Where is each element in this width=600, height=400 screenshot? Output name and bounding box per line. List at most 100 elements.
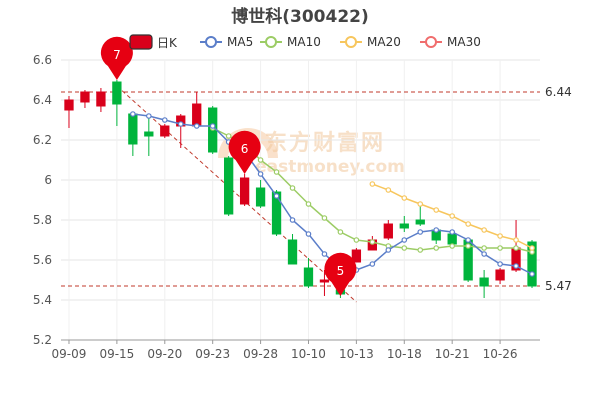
ma10-point <box>465 243 471 249</box>
chart-grid <box>61 59 540 341</box>
ma10-point <box>369 239 376 245</box>
ma20-point <box>417 201 424 207</box>
legend-marker <box>425 36 437 48</box>
x-tick-label: 09-28 <box>243 347 278 361</box>
candle <box>223 156 234 216</box>
candle <box>80 90 90 108</box>
ma5-point <box>130 111 136 117</box>
legend-label: 日K <box>157 36 178 50</box>
ma5-point <box>529 271 535 277</box>
candle <box>128 112 138 156</box>
y-tick-label: 5.2 <box>33 333 52 347</box>
ma5-point <box>209 123 216 129</box>
candle <box>319 270 330 296</box>
candle-body <box>96 91 106 107</box>
marker-pin <box>228 130 261 174</box>
reference-lines: 6.44 5.47 <box>61 85 572 303</box>
x-tick-label: 09-15 <box>99 347 134 361</box>
marker-pin <box>100 36 133 80</box>
legend-item-ma30: MA30 <box>420 35 481 49</box>
candle <box>415 206 425 226</box>
ma5-point <box>433 227 440 233</box>
ma10-point <box>353 237 360 243</box>
candle-body <box>527 241 537 287</box>
candle-body <box>239 177 250 205</box>
ma10-point <box>257 157 264 163</box>
legend-label: MA30 <box>447 35 481 49</box>
ma10-point <box>513 245 519 251</box>
candle <box>239 174 250 206</box>
ma20-point <box>401 195 408 201</box>
candle <box>399 216 409 232</box>
watermark-arc <box>218 128 278 158</box>
candle <box>144 116 154 156</box>
ma5-point <box>273 193 280 199</box>
candle <box>96 88 106 112</box>
ma5-point <box>146 113 152 119</box>
candle-body <box>271 191 282 235</box>
legend: 日K MA5 MA10 MA20 MA30 <box>129 34 481 50</box>
y-tick-label: 5.6 <box>33 253 52 267</box>
ma10-point <box>225 133 232 139</box>
ma20-point <box>449 213 455 219</box>
ma10-point <box>417 247 424 253</box>
event-marker: 7 <box>100 36 133 80</box>
candle <box>351 248 362 263</box>
legend-item-kline: 日K <box>129 34 178 50</box>
ma5-point <box>289 217 296 223</box>
candle-body <box>192 103 202 127</box>
ma10-point <box>321 215 328 221</box>
candle <box>495 268 505 284</box>
x-tick-label: 10-10 <box>291 347 326 361</box>
candle-body <box>160 125 170 137</box>
x-tick-label: 09-09 <box>52 347 87 361</box>
ma5-point <box>401 237 408 243</box>
x-tick-label: 09-20 <box>147 347 182 361</box>
candle <box>112 80 122 126</box>
ma5-point <box>161 117 168 123</box>
candle-body <box>303 267 314 287</box>
candle-body <box>144 131 154 137</box>
watermark-subtext: eastmoney.com <box>255 157 405 177</box>
legend-item-ma5: MA5 <box>200 35 253 49</box>
ma5-point <box>417 229 424 235</box>
y-tick-label: 6 <box>44 173 52 187</box>
candle-body <box>112 81 122 105</box>
candle <box>64 96 74 128</box>
ma5-point <box>481 251 487 257</box>
ma5-point <box>305 231 312 237</box>
y-tick-label: 6.6 <box>33 53 52 67</box>
candle <box>383 220 393 240</box>
ma10-point <box>449 243 455 249</box>
marker-pin <box>324 252 357 296</box>
legend-label: MA10 <box>287 35 321 49</box>
candle <box>287 234 298 265</box>
x-tick-label: 10-18 <box>387 347 422 361</box>
x-tick-label: 10-13 <box>339 347 374 361</box>
ma10-point <box>401 245 408 251</box>
ma10-point <box>481 245 487 251</box>
ma10-point <box>337 229 344 235</box>
y-tick-label: 6.4 <box>33 93 52 107</box>
candle-body <box>351 249 362 263</box>
candle <box>192 92 202 128</box>
ma10-point <box>289 185 296 191</box>
candle-body <box>255 187 266 207</box>
ma20-point <box>513 237 519 243</box>
candle-body <box>383 223 393 239</box>
ma20-point <box>481 227 487 233</box>
x-tick-label: 10-26 <box>483 347 518 361</box>
ma5-point <box>513 263 519 269</box>
ma5-point <box>257 171 264 177</box>
ma5-point <box>177 121 184 127</box>
candle-body <box>399 223 409 229</box>
candle <box>176 114 186 148</box>
event-marker: 5 <box>324 252 357 296</box>
legend-marker <box>265 36 277 48</box>
legend-swatch <box>129 34 153 50</box>
ma5-point <box>385 247 392 253</box>
legend-item-ma10: MA10 <box>260 35 321 49</box>
watermark-text: 东方财富网 <box>265 130 385 156</box>
